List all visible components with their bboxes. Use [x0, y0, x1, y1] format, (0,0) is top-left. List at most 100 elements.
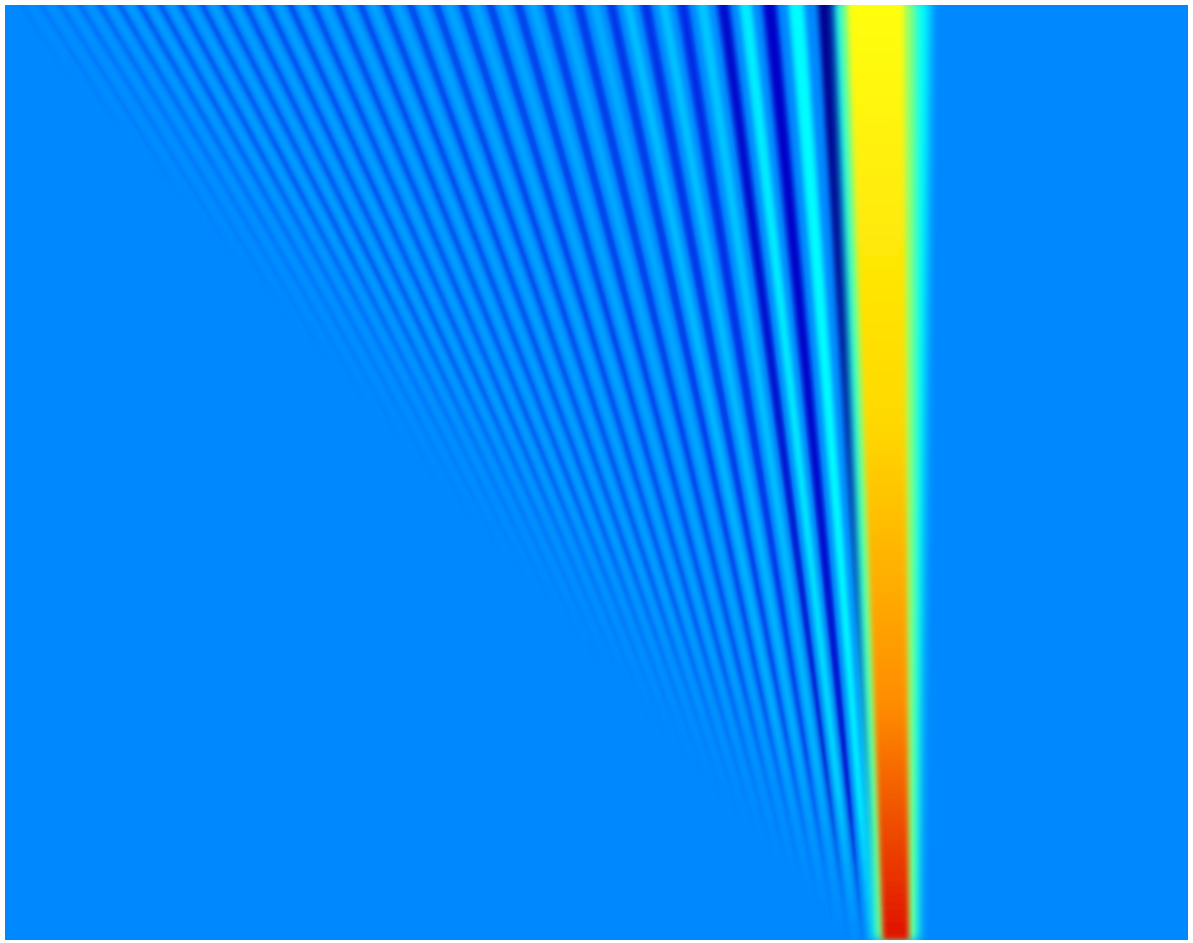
- dark-fringe: [736, 140, 750, 160]
- dark-fringe: [644, 380, 656, 400]
- dark-fringe: [510, 160, 524, 180]
- dark-fringe: [250, 260, 267, 280]
- dark-fringe: [348, 320, 364, 340]
- light-fringe: [301, 60, 317, 80]
- dark-fringe: [262, 160, 278, 180]
- light-fringe: [338, 180, 354, 200]
- dark-fringe: [543, 500, 557, 520]
- dark-fringe: [640, 5, 654, 20]
- dark-fringe: [764, 780, 773, 800]
- dark-fringe: [542, 560, 555, 580]
- dark-fringe: [718, 400, 729, 420]
- dark-fringe: [747, 420, 758, 440]
- dark-fringe: [493, 340, 507, 360]
- dark-fringe: [590, 640, 603, 660]
- dark-fringe: [496, 520, 510, 540]
- light-fringe: [719, 340, 731, 360]
- dark-fringe: [456, 140, 471, 160]
- light-fringe: [824, 700, 833, 720]
- dark-fringe: [663, 520, 675, 540]
- light-fringe: [126, 5, 142, 20]
- dark-fringe: [765, 640, 774, 660]
- light-fringe: [752, 520, 763, 540]
- light-fringe: [253, 5, 267, 20]
- dark-fringe: [578, 420, 591, 440]
- light-fringe: [803, 800, 812, 820]
- light-fringe: [483, 240, 497, 260]
- dark-fringe: [715, 700, 726, 720]
- light-fringe: [234, 160, 251, 180]
- dark-fringe: [784, 740, 793, 760]
- light-fringe: [491, 140, 505, 160]
- dark-fringe: [536, 240, 550, 260]
- light-fringe: [189, 80, 207, 100]
- dark-fringe: [778, 780, 787, 800]
- dark-fringe: [574, 500, 587, 520]
- light-fringe: [440, 320, 455, 340]
- light-fringe: [458, 320, 472, 340]
- dark-fringe: [177, 40, 194, 60]
- dark-fringe: [312, 60, 328, 80]
- light-fringe: [639, 320, 652, 340]
- light-fringe: [574, 520, 587, 540]
- light-fringe: [711, 600, 722, 620]
- dark-fringe: [617, 280, 630, 300]
- dark-fringe: [468, 400, 483, 420]
- light-fringe: [680, 280, 693, 300]
- light-fringe: [770, 260, 783, 280]
- light-fringe: [696, 460, 707, 480]
- light-fringe: [230, 240, 247, 260]
- light-fringe: [651, 140, 665, 160]
- light-fringe: [695, 700, 706, 720]
- dark-fringe: [770, 560, 781, 580]
- light-fringe: [309, 320, 325, 340]
- light-fringe: [690, 180, 703, 200]
- light-fringe: [249, 40, 265, 60]
- dark-fringe: [585, 160, 598, 180]
- light-fringe: [187, 140, 204, 160]
- light-fringe: [723, 360, 735, 380]
- light-fringe: [351, 340, 367, 360]
- dark-fringe: [628, 640, 640, 660]
- light-fringe: [714, 440, 725, 460]
- dark-fringe: [738, 600, 748, 620]
- light-fringe: [176, 180, 194, 200]
- light-fringe: [525, 240, 539, 260]
- light-fringe: [478, 100, 492, 120]
- light-fringe: [198, 160, 216, 180]
- light-fringe: [270, 40, 287, 60]
- dark-fringe: [769, 740, 778, 760]
- dark-fringe: [407, 340, 422, 360]
- light-fringe: [167, 40, 184, 60]
- light-fringe: [108, 40, 126, 60]
- dark-fringe: [816, 520, 828, 540]
- light-fringe: [497, 220, 511, 240]
- dark-fringe: [605, 580, 617, 600]
- dark-fringe: [772, 100, 788, 120]
- light-fringe: [486, 300, 500, 320]
- light-fringe: [468, 200, 482, 220]
- light-fringe: [648, 640, 660, 660]
- dark-fringe: [477, 60, 491, 80]
- dark-fringe: [566, 480, 579, 500]
- dark-fringe: [254, 240, 271, 260]
- light-fringe: [631, 180, 644, 200]
- light-fringe: [631, 440, 643, 460]
- dark-fringe: [546, 200, 560, 220]
- light-fringe: [147, 5, 162, 20]
- dark-fringe: [696, 120, 710, 140]
- dark-fringe: [242, 5, 256, 20]
- dark-fringe: [660, 440, 672, 460]
- light-fringe: [756, 540, 766, 560]
- dark-fringe: [197, 200, 215, 220]
- light-fringe: [475, 220, 490, 240]
- light-fringe: [559, 440, 572, 460]
- dark-fringe: [794, 700, 803, 720]
- light-fringe: [763, 440, 775, 460]
- light-fringe: [248, 80, 265, 100]
- dark-fringe: [371, 40, 387, 60]
- light-fringe: [231, 5, 246, 20]
- light-fringe: [780, 340, 792, 360]
- light-fringe: [434, 220, 449, 240]
- dark-fringe: [259, 40, 276, 60]
